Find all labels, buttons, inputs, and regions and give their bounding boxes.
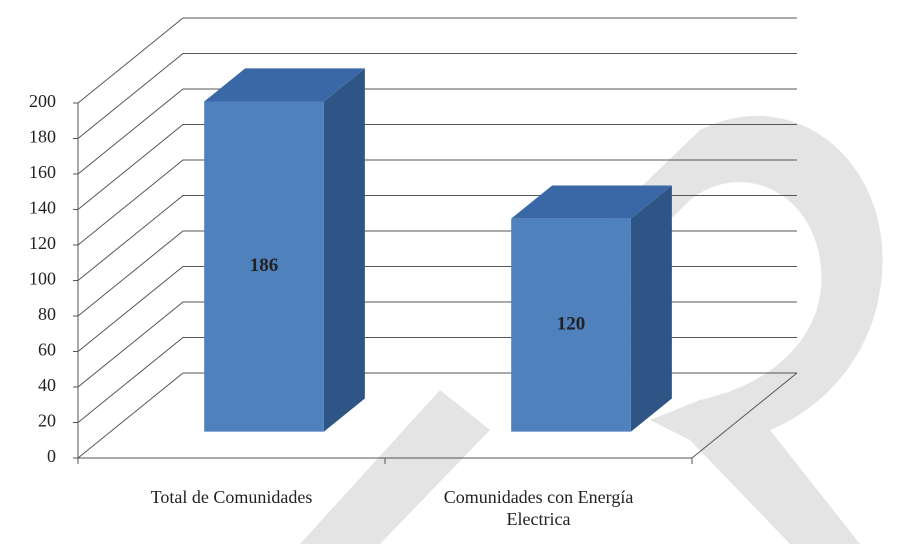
value-label: 120 bbox=[557, 314, 586, 335]
bar-side bbox=[630, 185, 672, 432]
bar-side bbox=[323, 68, 365, 432]
y-tick-label: 0 bbox=[47, 446, 56, 466]
grid-line bbox=[77, 195, 797, 281]
watermark-shape bbox=[300, 390, 490, 544]
x-tick-label: Comunidades con Energía Electrica bbox=[443, 487, 634, 529]
grid-line bbox=[77, 88, 797, 175]
y-tick-label: 120 bbox=[29, 233, 56, 253]
grid-line bbox=[77, 301, 797, 388]
y-tick-label: 20 bbox=[38, 411, 56, 431]
value-label: 186 bbox=[250, 255, 279, 276]
y-tick-label: 200 bbox=[29, 91, 56, 111]
floor-edge bbox=[691, 372, 798, 459]
grid-line bbox=[77, 17, 797, 104]
grid-line bbox=[77, 124, 797, 210]
bar-top bbox=[204, 68, 365, 102]
y-tick-label: 140 bbox=[29, 198, 56, 218]
y-tick-label: 60 bbox=[38, 340, 56, 360]
y-tick-label: 100 bbox=[29, 269, 56, 289]
bar bbox=[204, 101, 324, 432]
y-tick-label: 80 bbox=[38, 304, 56, 324]
y-tick-label: 160 bbox=[29, 162, 56, 182]
grid-line bbox=[77, 266, 797, 352]
y-tick-label: 180 bbox=[29, 127, 56, 147]
grid-line bbox=[77, 159, 797, 246]
grid-line bbox=[77, 53, 797, 139]
bar-top bbox=[511, 185, 672, 219]
y-tick-label: 40 bbox=[38, 375, 56, 395]
bar bbox=[511, 218, 631, 432]
grid-line bbox=[77, 230, 797, 317]
x-tick-label: Total de Comunidades bbox=[150, 487, 313, 507]
